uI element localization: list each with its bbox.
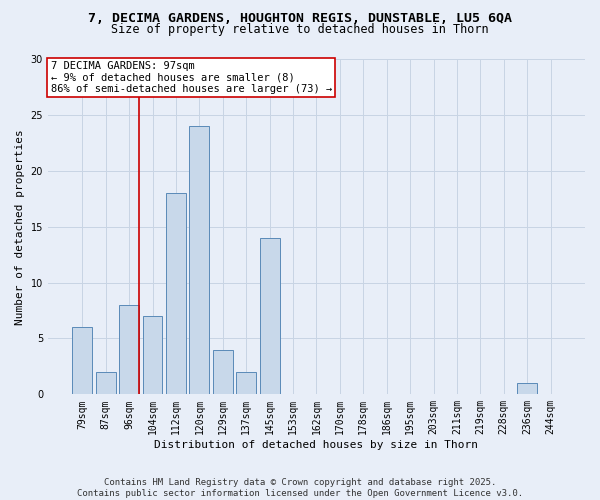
Bar (166, 193, 186, 394)
Bar (143, 316, 163, 394)
Bar (96, 372, 116, 394)
Y-axis label: Number of detached properties: Number of detached properties (15, 129, 25, 324)
X-axis label: Distribution of detached houses by size in Thorn: Distribution of detached houses by size … (154, 440, 478, 450)
Bar (260, 238, 280, 394)
Bar (236, 372, 256, 394)
Text: Size of property relative to detached houses in Thorn: Size of property relative to detached ho… (111, 22, 489, 36)
Bar (517, 383, 537, 394)
Text: Contains HM Land Registry data © Crown copyright and database right 2025.
Contai: Contains HM Land Registry data © Crown c… (77, 478, 523, 498)
Text: 7 DECIMA GARDENS: 97sqm
← 9% of detached houses are smaller (8)
86% of semi-deta: 7 DECIMA GARDENS: 97sqm ← 9% of detached… (50, 60, 332, 94)
Bar (190, 126, 209, 394)
Bar (73, 328, 92, 394)
Bar (119, 305, 139, 394)
Text: 7, DECIMA GARDENS, HOUGHTON REGIS, DUNSTABLE, LU5 6QA: 7, DECIMA GARDENS, HOUGHTON REGIS, DUNST… (88, 12, 512, 26)
Bar (213, 350, 233, 395)
